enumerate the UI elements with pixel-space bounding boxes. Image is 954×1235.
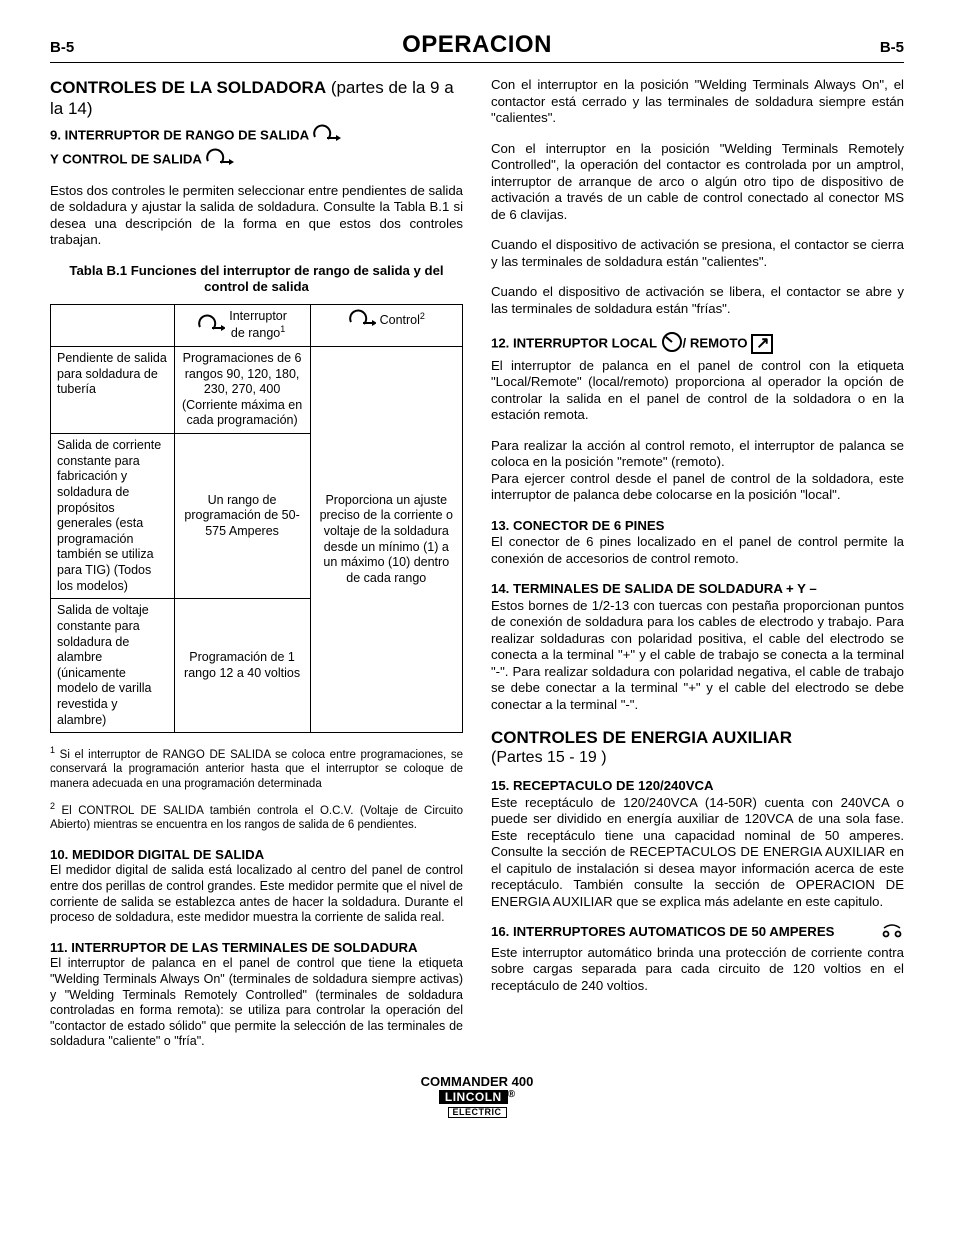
right-p4: Cuando el dispositivo de activación se l… — [491, 284, 904, 317]
item-16-text: Este interruptor automático brinda una p… — [491, 945, 904, 995]
item-10-text: El medidor digital de salida está locali… — [50, 863, 463, 926]
item-13-heading: 13. CONECTOR DE 6 PINES — [491, 518, 904, 535]
table-caption: Tabla B.1 Funciones del interruptor de r… — [50, 263, 463, 296]
local-dial-icon — [661, 331, 683, 358]
right-column: Con el interruptor en la posición "Weldi… — [491, 77, 904, 1050]
right-p3: Cuando el dispositivo de activación se p… — [491, 237, 904, 270]
footer-model: COMMANDER 400 — [50, 1074, 904, 1090]
item-9-intro: Estos dos controles le permiten seleccio… — [50, 183, 463, 249]
page-title: OPERACION — [402, 30, 552, 60]
right-p1: Con el interruptor en la posición "Weldi… — [491, 77, 904, 127]
item-13-text: El conector de 6 pines localizado en el … — [491, 534, 904, 567]
footnote-2: 2 El CONTROL DE SALIDA también controla … — [50, 801, 463, 833]
brand-logo: LINCOLN — [439, 1090, 508, 1104]
remote-arrow-icon — [751, 334, 773, 354]
item-9-heading: 9. INTERRUPTOR DE RANGO DE SALIDA Y CONT… — [50, 124, 463, 173]
table-cell: Salida de voltaje constante para soldadu… — [51, 599, 175, 733]
table-cell: Programaciones de 6 rangos 90, 120, 180,… — [174, 346, 310, 433]
range-arc-icon — [197, 314, 225, 337]
page-number-right: B-5 — [880, 39, 904, 58]
item-14-text: Estos bornes de 1/2-13 con tuercas con p… — [491, 598, 904, 714]
item-16-heading: 16. INTERRUPTORES AUTOMATICOS DE 50 AMPE… — [491, 924, 904, 945]
item-15-text: Este receptáculo de 120/240VCA (14-50R) … — [491, 795, 904, 911]
item-12-heading: 12. INTERRUPTOR LOCAL / REMOTO — [491, 331, 904, 358]
item-11-heading: 11. INTERRUPTOR DE LAS TERMINALES DE SOL… — [50, 940, 463, 957]
item-12-text-a: El interruptor de palanca en el panel de… — [491, 358, 904, 424]
table-cell: Un rango de programación de 50-575 Amper… — [174, 434, 310, 599]
item-10-heading: 10. MEDIDOR DIGITAL DE SALIDA — [50, 847, 463, 864]
table-cell: Pendiente de salida para soldadura de tu… — [51, 346, 175, 433]
table-cell: Salida de corriente constante para fabri… — [51, 434, 175, 599]
item-11-text: El interruptor de palanca en el panel de… — [50, 956, 463, 1050]
right-p2: Con el interruptor en la posición "Weldi… — [491, 141, 904, 224]
range-arc-icon — [205, 148, 235, 173]
content-columns: CONTROLES DE LA SOLDADORA (partes de la … — [50, 77, 904, 1050]
table-cell: Proporciona un ajuste preciso de la corr… — [310, 346, 462, 732]
left-column: CONTROLES DE LA SOLDADORA (partes de la … — [50, 77, 463, 1050]
brand-sub: ELECTRIC — [448, 1107, 507, 1118]
table-cell: Programación de 1 rango 12 a 40 voltios — [174, 599, 310, 733]
range-arc-icon — [348, 309, 376, 332]
section-heading: CONTROLES DE LA SOLDADORA (partes de la … — [50, 77, 463, 120]
page-header: B-5 OPERACION B-5 — [50, 30, 904, 63]
item-12-text-b: Para realizar la acción al control remot… — [491, 438, 904, 471]
item-15-heading: 15. RECEPTACULO DE 120/240VCA — [491, 778, 904, 795]
table-b1: Interruptor de rango1 Control2 Pendiente… — [50, 304, 463, 734]
page-footer: COMMANDER 400 LINCOLN ® ELECTRIC — [50, 1074, 904, 1118]
aux-heading: CONTROLES DE ENERGIA AUXILIAR (Partes 15… — [491, 727, 904, 768]
page-number-left: B-5 — [50, 39, 74, 58]
footnote-1: 1 Si el interruptor de RANGO DE SALIDA s… — [50, 745, 463, 791]
item-14-heading: 14. TERMINALES DE SALIDA DE SOLDADURA + … — [491, 581, 904, 598]
range-arc-icon — [312, 124, 342, 149]
item-12-text-c: Para ejercer control desde el panel de c… — [491, 471, 904, 504]
circuit-breaker-icon — [882, 924, 904, 945]
